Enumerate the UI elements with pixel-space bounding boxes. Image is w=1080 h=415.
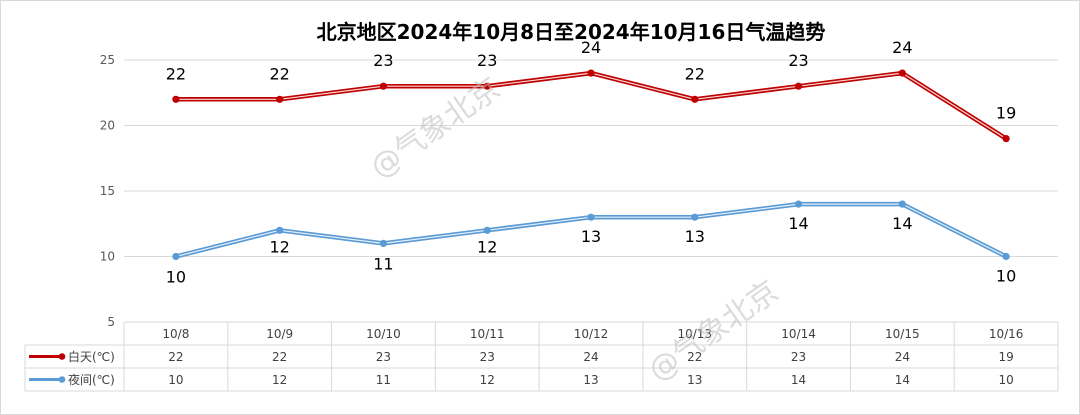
x-category-label: 10/9: [266, 327, 293, 341]
data-point: [587, 213, 595, 221]
table-cell-value: 22: [168, 350, 183, 364]
x-category-label: 10/14: [781, 327, 816, 341]
data-label: 14: [788, 214, 808, 233]
table-cell-value: 12: [480, 373, 495, 387]
table-cell-value: 23: [376, 350, 391, 364]
data-label: 24: [581, 38, 601, 57]
table-cell-value: 12: [272, 373, 287, 387]
data-label: 22: [269, 64, 289, 83]
table-cell-value: 22: [272, 350, 287, 364]
table-cell-value: 23: [791, 350, 806, 364]
data-point: [794, 82, 803, 90]
y-tick-label: 15: [100, 184, 115, 198]
x-category-label: 10/8: [162, 327, 189, 341]
series-line-outer: [175, 70, 1008, 141]
chart-title: 北京地区2024年10月8日至2024年10月16日气温趋势: [317, 20, 826, 44]
table-cell-value: 13: [687, 373, 702, 387]
data-label: 10: [996, 267, 1016, 286]
y-tick-label: 10: [100, 250, 115, 264]
y-tick-label: 5: [107, 315, 115, 329]
table-cell-value: 24: [583, 350, 598, 364]
data-label: 23: [477, 51, 497, 70]
x-category-label: 10/12: [574, 327, 609, 341]
data-point: [379, 239, 388, 247]
data-point: [587, 69, 595, 77]
data-point: [898, 200, 906, 208]
data-point: [172, 252, 180, 261]
y-tick-label: 20: [100, 119, 115, 133]
data-point: [1002, 135, 1010, 143]
data-point: [379, 82, 388, 90]
legend-label: 白天(℃): [68, 349, 115, 364]
x-category-label: 10/11: [470, 327, 505, 341]
data-point: [691, 213, 699, 221]
data-label: 10: [166, 268, 186, 287]
x-category-label: 10/16: [989, 327, 1024, 341]
data-label: 14: [892, 214, 912, 233]
watermark: @气象北京: [642, 274, 785, 389]
data-label: 12: [477, 237, 497, 256]
x-category-label: 10/15: [885, 327, 920, 341]
legend-key-marker: [58, 353, 66, 360]
data-point: [276, 95, 284, 103]
table-cell-value: 10: [168, 373, 183, 387]
data-point: [276, 226, 284, 234]
data-label: 19: [996, 104, 1016, 123]
table-cell-value: 11: [376, 373, 391, 387]
data-point: [1002, 252, 1010, 261]
data-label: 12: [269, 237, 289, 256]
series-line-inner: [175, 72, 1007, 140]
x-category-label: 10/13: [677, 327, 712, 341]
data-point: [172, 95, 180, 103]
data-label: 23: [788, 51, 808, 70]
legend-label: 夜间(℃): [68, 372, 115, 387]
table-cell-value: 13: [583, 373, 598, 387]
data-label: 22: [685, 64, 705, 83]
data-label: 13: [685, 227, 705, 246]
data-label: 23: [373, 51, 393, 70]
data-point: [483, 82, 491, 90]
table-cell-value: 24: [895, 350, 910, 364]
data-point: [898, 69, 906, 77]
table-cell-value: 14: [895, 373, 910, 387]
table-cell-value: 19: [998, 350, 1013, 364]
data-point: [483, 226, 491, 234]
table-cell-value: 23: [480, 350, 495, 364]
data-point: [794, 200, 803, 208]
data-point: [691, 95, 699, 103]
data-label: 11: [373, 254, 393, 273]
legend-key-marker: [58, 376, 66, 383]
data-label: 13: [581, 227, 601, 246]
table-cell-value: 22: [687, 350, 702, 364]
x-category-label: 10/10: [366, 327, 401, 341]
table-cell-value: 10: [998, 373, 1013, 387]
table-cell-value: 14: [791, 373, 806, 387]
y-tick-label: 25: [100, 53, 115, 67]
data-label: 22: [166, 64, 186, 83]
data-label: 24: [892, 38, 912, 57]
